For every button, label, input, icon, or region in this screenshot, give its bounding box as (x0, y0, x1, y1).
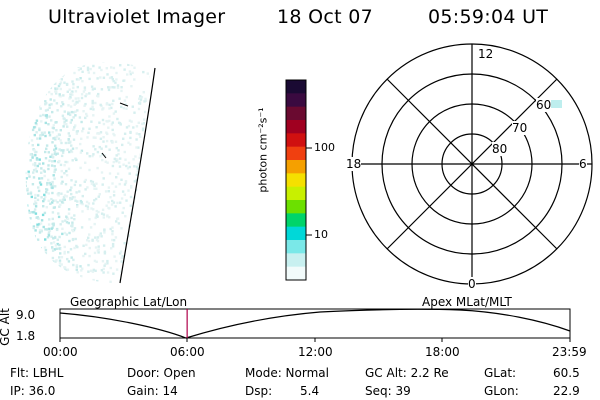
colorbar-segment (286, 93, 306, 108)
date-label: 18 Oct 07 (277, 6, 373, 28)
terminator-line (119, 67, 156, 284)
polar-diag-2 (386, 78, 558, 250)
status-dsp-label: Dsp: (245, 384, 273, 398)
instrument-title: Ultraviolet Imager (48, 6, 226, 28)
polar-label-12: 12 (478, 47, 494, 61)
colorbar-tick-10: 10 (314, 228, 328, 241)
xtick-1200: 12:00 (298, 345, 333, 359)
ytick-1-8: 1.8 (16, 329, 36, 343)
status-glat-value: 60.5 (553, 366, 580, 380)
status-gain: Gain: 14 (127, 384, 178, 398)
polar-lat-80: 80 (492, 142, 508, 156)
xtick-1800: 18:00 (425, 345, 460, 359)
colorbar-segment (286, 173, 306, 188)
status-glon-label: GLon: (484, 384, 519, 398)
colorbar-tick-100: 100 (314, 141, 335, 154)
status-glat-label: GLat: (484, 366, 517, 380)
status-door: Door: Open (127, 366, 196, 380)
xtick-0000: 00:00 (43, 345, 78, 359)
xtick-2359: 23:59 (552, 345, 587, 359)
altitude-curve (59, 308, 571, 339)
polar-lat-70: 70 (512, 121, 528, 135)
colorbar-segment (286, 240, 306, 254)
limb-mark (119, 102, 129, 107)
colorbar-segment (286, 133, 306, 148)
polar-label-6: 6 (579, 157, 587, 171)
colorbar-segment (286, 266, 306, 281)
colorbar-segment (286, 120, 306, 134)
time-label: 05:59:04 UT (428, 6, 549, 28)
status-mode: Mode: Normal (245, 366, 329, 380)
geo-latlon-label: Geographic Lat/Lon (70, 295, 188, 309)
polar-label-0: 0 (468, 277, 476, 291)
colorbar-segment (286, 200, 306, 214)
status-glon-value: 22.9 (553, 384, 580, 398)
limb-mark-2 (101, 152, 107, 159)
colorbar-segment (286, 160, 306, 174)
status-dsp-value: 5.4 (300, 384, 320, 398)
xtick-0600: 06:00 (170, 345, 205, 359)
colorbar-segment (286, 186, 306, 201)
polar-lat-60: 60 (536, 98, 552, 112)
colorbar-segment (286, 106, 306, 121)
colorbar-segment (286, 80, 306, 94)
polar-label-18: 18 (346, 157, 362, 171)
status-gc-alt: GC Alt: 2.2 Re (365, 366, 449, 380)
status-seq: Seq: 39 (365, 384, 411, 398)
apex-mlat-label: Apex MLat/MLT (422, 295, 512, 309)
colorbar-segment (286, 226, 306, 241)
status-ip: IP: 36.0 (10, 384, 56, 398)
colorbar-segment (286, 253, 306, 268)
colorbar-segment (286, 146, 306, 161)
ytick-9: 9.0 (16, 308, 36, 322)
colorbar-segment (286, 213, 306, 228)
status-flt: Flt: LBHL (10, 366, 64, 380)
polar-aurora-patch (550, 100, 562, 108)
